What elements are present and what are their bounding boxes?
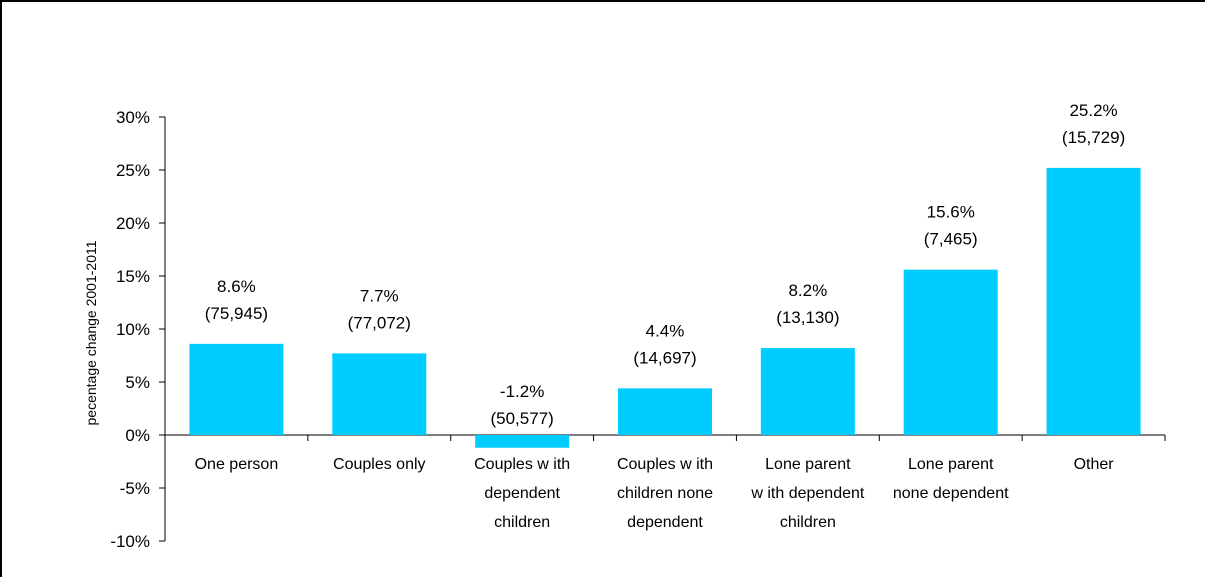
data-label-percent: -1.2% bbox=[500, 382, 544, 401]
x-tick-label: children none bbox=[617, 485, 713, 502]
y-tick-label: 0% bbox=[125, 426, 150, 445]
bars bbox=[189, 167, 1141, 448]
bar bbox=[189, 343, 284, 435]
data-label-percent: 7.7% bbox=[360, 286, 399, 305]
data-labels: 8.6% (75,945) 7.7% (77,072) -1.2% (50,577) 4.4… bbox=[205, 101, 1125, 428]
data-label-count: (15,729) bbox=[1062, 128, 1125, 147]
x-tick-label: w ith dependent bbox=[750, 485, 865, 502]
y-tick-label: 20% bbox=[116, 214, 150, 233]
data-label-count: (77,072) bbox=[348, 313, 411, 332]
y-axis-label: pecentage change 2001-2011 bbox=[83, 240, 99, 425]
x-tick-label: Couples only bbox=[333, 456, 426, 473]
y-tick-label: 15% bbox=[116, 267, 150, 286]
data-label-percent: 8.2% bbox=[788, 281, 827, 300]
data-label-count: (50,577) bbox=[490, 409, 553, 428]
y-tick-label: 25% bbox=[116, 161, 150, 180]
bar bbox=[903, 269, 998, 435]
x-tick-label: children bbox=[780, 514, 836, 531]
bar bbox=[1046, 167, 1141, 435]
y-tick-label: -10% bbox=[110, 532, 150, 551]
x-tick-labels: One person Couples only Couples w ith depen… bbox=[195, 456, 1115, 531]
data-label-percent: 8.6% bbox=[217, 277, 256, 296]
data-label-percent: 25.2% bbox=[1069, 101, 1117, 120]
x-tick-label: Couples w ith bbox=[474, 456, 570, 473]
data-label-count: (13,130) bbox=[776, 308, 839, 327]
data-label-percent: 15.6% bbox=[927, 203, 975, 222]
x-tick-label: none dependent bbox=[893, 485, 1009, 502]
x-tick-label: dependent bbox=[627, 514, 703, 531]
data-label-count: (14,697) bbox=[633, 348, 696, 367]
x-tick-label: Lone parent bbox=[765, 456, 851, 473]
y-tick-label: -5% bbox=[120, 479, 150, 498]
data-label-count: (7,465) bbox=[924, 230, 978, 249]
x-tick-label: Other bbox=[1074, 456, 1115, 473]
x-tick-label: Lone parent bbox=[908, 456, 994, 473]
bar bbox=[618, 388, 712, 435]
x-tick-label: dependent bbox=[484, 485, 560, 502]
x-tick-label: Couples w ith bbox=[617, 456, 713, 473]
y-tick-label: 30% bbox=[116, 108, 150, 127]
axes: 30% 25% 20% 15% 10% 5% 0% -5% -10% bbox=[110, 108, 1166, 551]
y-tick-label: 10% bbox=[116, 320, 150, 339]
data-label-percent: 4.4% bbox=[646, 321, 685, 340]
bar bbox=[475, 435, 570, 448]
x-tick-label: One person bbox=[195, 456, 279, 473]
x-tick-label: children bbox=[494, 514, 550, 531]
data-label-count: (75,945) bbox=[205, 304, 268, 323]
y-tick-label: 5% bbox=[125, 373, 150, 392]
bar bbox=[760, 348, 855, 435]
bar bbox=[332, 353, 427, 435]
